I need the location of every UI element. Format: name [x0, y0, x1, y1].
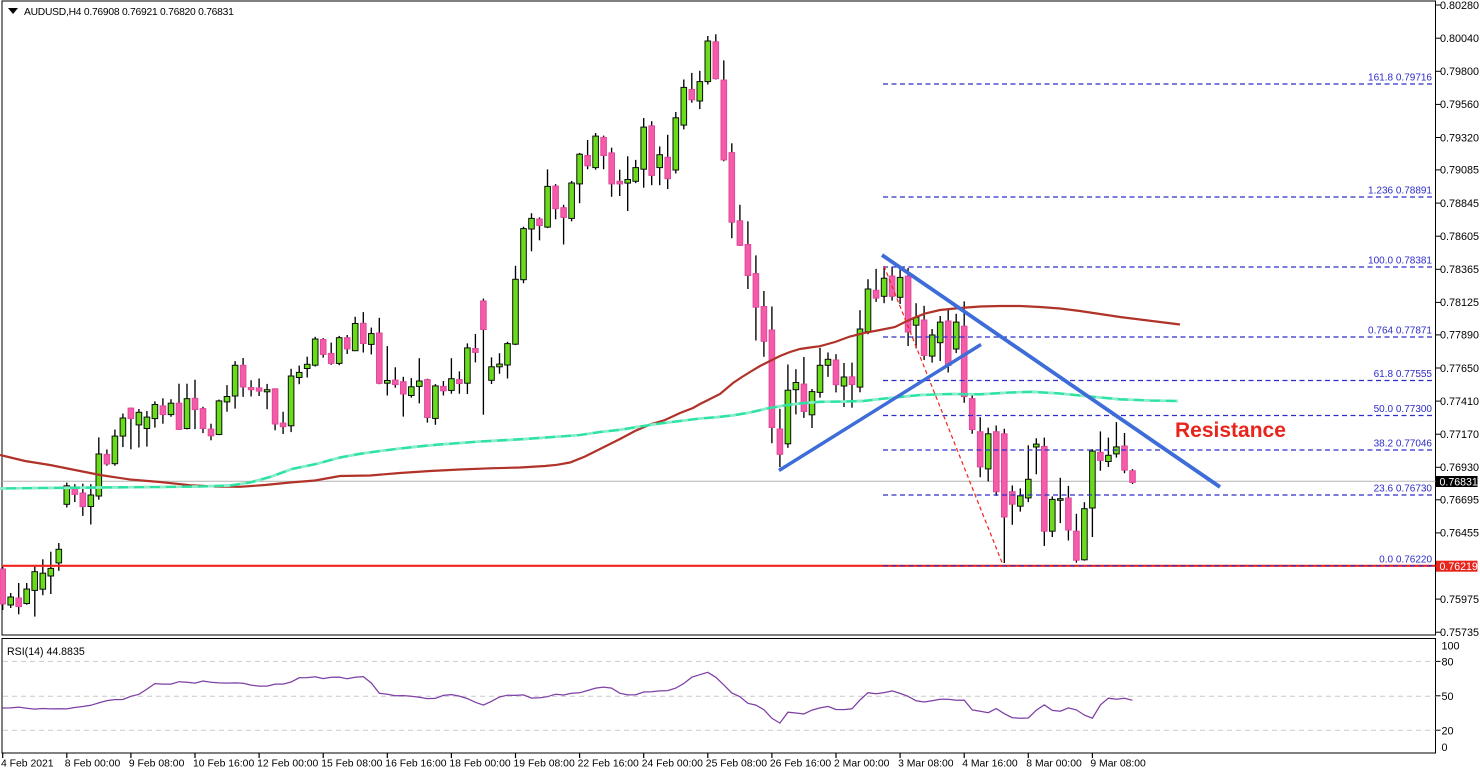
svg-text:23.6 0.76730: 23.6 0.76730 — [1374, 484, 1433, 495]
svg-text:0.78845: 0.78845 — [1440, 198, 1479, 210]
svg-text:18 Feb 00:00: 18 Feb 00:00 — [449, 759, 510, 770]
svg-text:80: 80 — [1442, 656, 1454, 668]
svg-text:22 Feb 16:00: 22 Feb 16:00 — [578, 759, 639, 770]
svg-text:0.78365: 0.78365 — [1440, 264, 1479, 276]
svg-text:26 Feb 16:00: 26 Feb 16:00 — [770, 759, 831, 770]
svg-text:100.0 0.78381: 100.0 0.78381 — [1368, 256, 1432, 267]
svg-text:38.2 0.77046: 38.2 0.77046 — [1374, 439, 1433, 450]
svg-text:15 Feb 08:00: 15 Feb 08:00 — [321, 759, 382, 770]
svg-text:4 Mar 16:00: 4 Mar 16:00 — [962, 759, 1018, 770]
svg-text:2 Mar 00:00: 2 Mar 00:00 — [834, 759, 890, 770]
svg-text:0.80040: 0.80040 — [1440, 33, 1479, 45]
svg-text:0.79320: 0.79320 — [1440, 132, 1479, 144]
svg-text:0.76695: 0.76695 — [1440, 495, 1479, 507]
svg-text:0.75735: 0.75735 — [1440, 627, 1479, 639]
svg-text:0.78125: 0.78125 — [1440, 297, 1479, 309]
svg-text:9 Mar 08:00: 9 Mar 08:00 — [1090, 759, 1146, 770]
svg-text:0.79800: 0.79800 — [1440, 66, 1479, 78]
svg-text:10 Feb 16:00: 10 Feb 16:00 — [193, 759, 254, 770]
svg-text:0.77650: 0.77650 — [1440, 363, 1479, 375]
svg-text:12 Feb 00:00: 12 Feb 00:00 — [257, 759, 318, 770]
svg-text:RSI(14) 44.8835: RSI(14) 44.8835 — [7, 646, 85, 658]
svg-text:0.76831: 0.76831 — [1440, 476, 1478, 488]
svg-text:AUDUSD,H4 0.76908 0.76921 0.7: AUDUSD,H4 0.76908 0.76921 0.76820 0.7683… — [24, 7, 234, 18]
svg-text:0.0 0.76220: 0.0 0.76220 — [1379, 554, 1432, 565]
svg-text:0.75975: 0.75975 — [1440, 594, 1479, 606]
svg-text:100: 100 — [1442, 641, 1460, 653]
svg-text:0: 0 — [1442, 742, 1448, 754]
svg-text:19 Feb 08:00: 19 Feb 08:00 — [514, 759, 575, 770]
svg-text:61.8 0.77555: 61.8 0.77555 — [1374, 369, 1433, 380]
svg-text:0.764 0.77871: 0.764 0.77871 — [1368, 326, 1432, 337]
svg-text:8 Feb 00:00: 8 Feb 00:00 — [65, 759, 121, 770]
svg-text:0.80280: 0.80280 — [1440, 0, 1479, 12]
svg-text:161.8 0.79716: 161.8 0.79716 — [1368, 73, 1432, 84]
svg-text:0.79560: 0.79560 — [1440, 99, 1479, 111]
svg-text:24 Feb 00:00: 24 Feb 00:00 — [642, 759, 703, 770]
svg-text:0.77170: 0.77170 — [1440, 429, 1479, 441]
svg-text:25 Feb 08:00: 25 Feb 08:00 — [706, 759, 767, 770]
svg-text:3 Mar 08:00: 3 Mar 08:00 — [898, 759, 954, 770]
svg-text:0.76219: 0.76219 — [1440, 561, 1478, 573]
svg-text:0.77410: 0.77410 — [1440, 396, 1479, 408]
svg-text:0.78605: 0.78605 — [1440, 231, 1479, 243]
svg-text:1.236 0.78891: 1.236 0.78891 — [1368, 186, 1432, 197]
svg-text:20: 20 — [1442, 725, 1454, 737]
svg-text:0.77890: 0.77890 — [1440, 330, 1479, 342]
svg-text:0.79085: 0.79085 — [1440, 165, 1479, 177]
svg-text:0.76930: 0.76930 — [1440, 462, 1479, 474]
svg-text:Resistance: Resistance — [1175, 419, 1286, 442]
svg-text:50.0 0.77300: 50.0 0.77300 — [1374, 404, 1433, 415]
svg-text:4 Feb 2021: 4 Feb 2021 — [1, 759, 54, 770]
svg-text:50: 50 — [1442, 691, 1454, 703]
svg-text:9 Feb 08:00: 9 Feb 08:00 — [129, 759, 185, 770]
svg-text:0.76455: 0.76455 — [1440, 528, 1479, 540]
svg-text:8 Mar 00:00: 8 Mar 00:00 — [1026, 759, 1082, 770]
svg-text:16 Feb 16:00: 16 Feb 16:00 — [385, 759, 446, 770]
